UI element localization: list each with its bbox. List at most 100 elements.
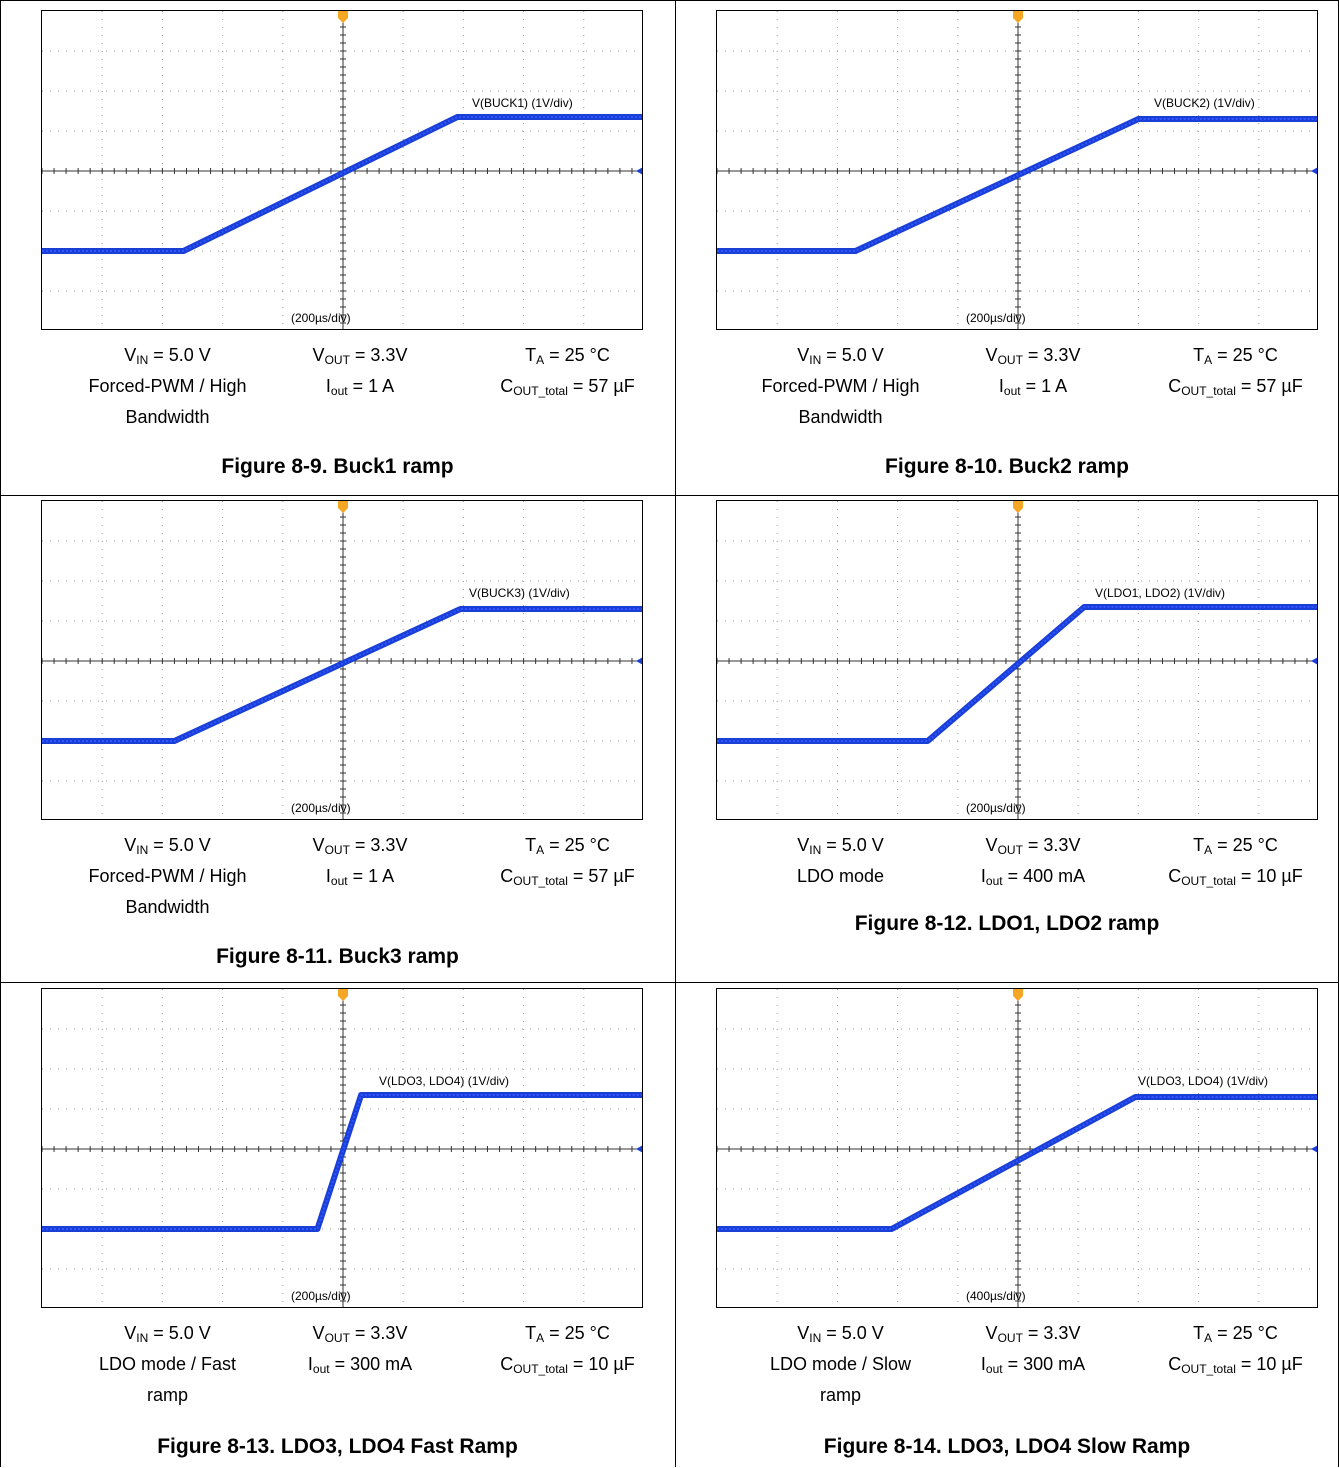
voltage-trace-noise <box>42 116 642 252</box>
figure-cell: V(BUCK2) (1V/div) (200µs/div) VIN = 5.0 … <box>675 0 1339 490</box>
voltage-trace-noise <box>717 1096 1317 1230</box>
vin-text: VIN = 5.0 V <box>124 345 211 367</box>
vin-text: VIN = 5.0 V <box>797 345 884 367</box>
trigger-marker-icon <box>1013 989 1023 1001</box>
ta-text: TA = 25 °C <box>1193 1323 1278 1345</box>
timebase-label: (200µs/div) <box>291 311 351 325</box>
mode-line: Bandwidth <box>798 407 883 427</box>
figure-caption: Figure 8-9. Buck1 ramp <box>221 455 454 478</box>
figure-caption: Figure 8-13. LDO3, LDO4 Fast Ramp <box>157 1435 518 1458</box>
voltage-trace-noise <box>42 608 642 742</box>
vin-text: VIN = 5.0 V <box>124 1323 211 1345</box>
vout-condition: VOUT = 3.3V Iout = 300 mA <box>938 1318 1128 1380</box>
figure-caption: Figure 8-12. LDO1, LDO2 ramp <box>854 912 1160 935</box>
vout-text: VOUT = 3.3V <box>312 835 408 857</box>
voltage-trace-noise <box>717 606 1317 742</box>
timebase-label: (200µs/div) <box>966 801 1026 815</box>
vout-text: VOUT = 3.3V <box>312 345 408 367</box>
ta-condition: TA = 25 °C COUT_total = 10 µF <box>465 1318 670 1380</box>
level-marker-icon <box>1311 167 1317 175</box>
vin-text: VIN = 5.0 V <box>797 835 884 857</box>
scope-svg <box>42 989 642 1307</box>
figure-caption: Figure 8-11. Buck3 ramp <box>216 945 459 968</box>
trace-label: V(BUCK2) (1V/div) <box>1154 96 1255 110</box>
vin-condition: VIN = 5.0 V Forced-PWM / High Bandwidth <box>60 340 275 433</box>
timebase-label: (200µs/div) <box>291 801 351 815</box>
ta-condition: TA = 25 °C COUT_total = 57 µF <box>465 830 670 892</box>
mode-line: LDO mode / Fast <box>98 1354 237 1374</box>
vout-condition: VOUT = 3.3V Iout = 300 mA <box>265 1318 455 1380</box>
scope-svg <box>42 11 642 329</box>
trace-label: V(LDO3, LDO4) (1V/div) <box>1138 1074 1269 1088</box>
ta-text: TA = 25 °C <box>525 1323 610 1345</box>
vout-text: VOUT = 3.3V <box>985 1323 1081 1345</box>
oscilloscope-plot: V(BUCK1) (1V/div) (200µs/div) <box>41 10 643 330</box>
cout-text: COUT_total = 57 µF <box>500 376 635 398</box>
mode-line: LDO mode / Slow <box>769 1354 912 1374</box>
figure-cell: V(LDO3, LDO4) (1V/div) (400µs/div) VIN =… <box>675 978 1339 1468</box>
cout-text: COUT_total = 57 µF <box>1168 376 1303 398</box>
ta-text: TA = 25 °C <box>525 345 610 367</box>
vout-text: VOUT = 3.3V <box>985 835 1081 857</box>
vin-condition: VIN = 5.0 V LDO mode / Slow ramp <box>733 1318 948 1411</box>
vin-text: VIN = 5.0 V <box>124 835 211 857</box>
vin-text: VIN = 5.0 V <box>797 1323 884 1345</box>
ta-condition: TA = 25 °C COUT_total = 57 µF <box>1133 340 1338 402</box>
ta-condition: TA = 25 °C COUT_total = 10 µF <box>1133 830 1338 892</box>
scope-svg <box>717 501 1317 819</box>
timebase-label: (400µs/div) <box>966 1289 1026 1303</box>
trace-label: V(BUCK1) (1V/div) <box>472 96 573 110</box>
figure-cell: V(LDO1, LDO2) (1V/div) (200µs/div) VIN =… <box>675 490 1339 980</box>
mode-line: Forced-PWM / High <box>88 866 247 886</box>
cout-text: COUT_total = 57 µF <box>500 866 635 888</box>
level-marker-icon <box>636 1145 642 1153</box>
level-marker-icon <box>1311 1145 1317 1153</box>
oscilloscope-plot: V(LDO1, LDO2) (1V/div) (200µs/div) <box>716 500 1318 820</box>
frame-middle <box>675 0 676 1467</box>
iout-text: Iout = 1 A <box>998 376 1068 398</box>
scope-svg <box>42 501 642 819</box>
vin-condition: VIN = 5.0 V LDO mode <box>733 830 948 892</box>
ta-text: TA = 25 °C <box>1193 835 1278 857</box>
voltage-trace-noise <box>717 118 1317 252</box>
oscilloscope-plot: V(BUCK3) (1V/div) (200µs/div) <box>41 500 643 820</box>
scope-svg <box>717 989 1317 1307</box>
mode-line: LDO mode <box>796 866 885 886</box>
trigger-marker-icon <box>338 501 348 513</box>
cout-text: COUT_total = 10 µF <box>500 1354 635 1376</box>
vout-condition: VOUT = 3.3V Iout = 400 mA <box>938 830 1128 892</box>
level-marker-icon <box>636 167 642 175</box>
vout-text: VOUT = 3.3V <box>312 1323 408 1345</box>
timebase-label: (200µs/div) <box>966 311 1026 325</box>
mode-line: Forced-PWM / High <box>88 376 247 396</box>
vout-condition: VOUT = 3.3V Iout = 1 A <box>265 830 455 892</box>
vout-condition: VOUT = 3.3V Iout = 1 A <box>265 340 455 402</box>
vout-condition: VOUT = 3.3V Iout = 1 A <box>938 340 1128 402</box>
vin-condition: VIN = 5.0 V Forced-PWM / High Bandwidth <box>60 830 275 923</box>
ta-condition: TA = 25 °C COUT_total = 10 µF <box>1133 1318 1338 1380</box>
trigger-marker-icon <box>338 11 348 23</box>
frame-row2-divider <box>0 982 1339 983</box>
mode-line: Forced-PWM / High <box>761 376 920 396</box>
trace-label: V(LDO1, LDO2) (1V/div) <box>1095 586 1226 600</box>
frame-top <box>0 0 1339 1</box>
vin-condition: VIN = 5.0 V LDO mode / Fast ramp <box>60 1318 275 1411</box>
iout-text: Iout = 1 A <box>325 376 395 398</box>
ta-text: TA = 25 °C <box>1193 345 1278 367</box>
vout-text: VOUT = 3.3V <box>985 345 1081 367</box>
trigger-marker-icon <box>1013 501 1023 513</box>
iout-text: Iout = 1 A <box>325 866 395 888</box>
ta-condition: TA = 25 °C COUT_total = 57 µF <box>465 340 670 402</box>
figure-cell: V(BUCK1) (1V/div) (200µs/div) VIN = 5.0 … <box>0 0 675 490</box>
voltage-trace-noise <box>42 1094 642 1230</box>
timebase-label: (200µs/div) <box>291 1289 351 1303</box>
trace-label: V(LDO3, LDO4) (1V/div) <box>379 1074 510 1088</box>
cout-text: COUT_total = 10 µF <box>1168 1354 1303 1376</box>
frame-row1-divider <box>0 495 1339 496</box>
figure-cell: V(BUCK3) (1V/div) (200µs/div) VIN = 5.0 … <box>0 490 675 980</box>
trace-label: V(BUCK3) (1V/div) <box>469 586 570 600</box>
mode-line: ramp <box>146 1385 188 1405</box>
level-marker-icon <box>636 657 642 665</box>
frame-left <box>0 0 1 1467</box>
figure-caption: Figure 8-10. Buck2 ramp <box>885 455 1129 478</box>
